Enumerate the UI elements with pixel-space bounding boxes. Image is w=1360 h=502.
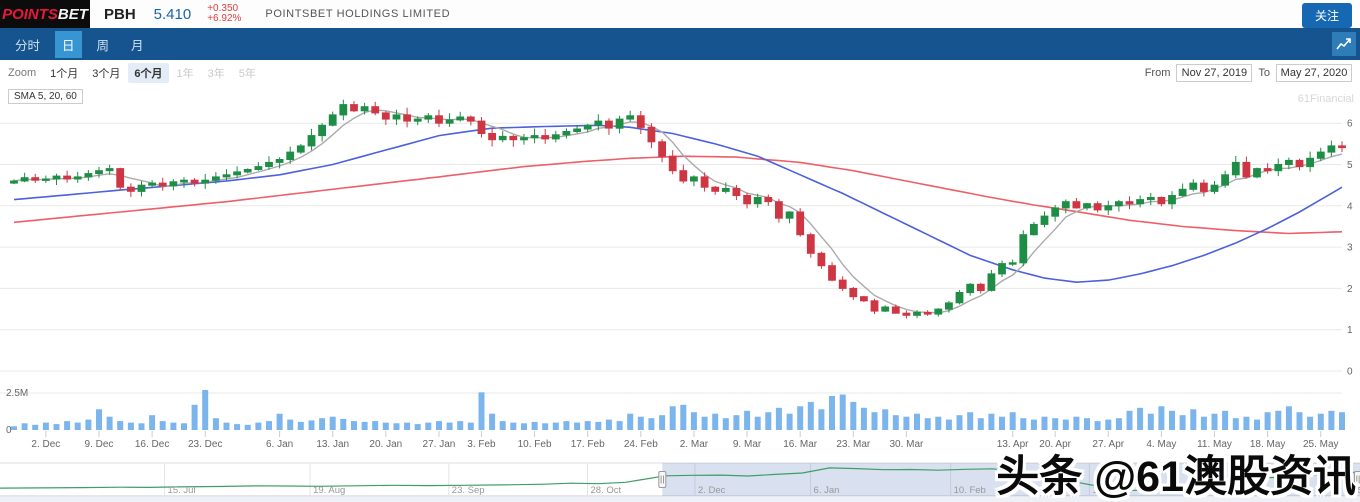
x-axis-label: 3. Feb xyxy=(467,439,496,450)
header: POINTS BET PBH 5.410 +0.350 +6.92% POINTS… xyxy=(0,0,1360,28)
change-absolute: +0.350 xyxy=(207,3,239,14)
price-chart[interactable]: SMA 5, 20, 60 61Financial 6 5 4 3 2 1 0 2.5M 0 2.… xyxy=(0,86,1360,502)
price-axis-label: 4 xyxy=(1347,201,1353,212)
x-axis-label: 10. Feb xyxy=(518,439,552,450)
navigator-series-line xyxy=(0,467,1360,492)
61financial-watermark: 61Financial xyxy=(1297,93,1354,105)
navigator-label: 28. Oct xyxy=(591,485,622,496)
navigator-label: 2. Dec xyxy=(698,485,726,496)
tab-daily[interactable]: 日 xyxy=(55,30,82,58)
range-1y-button: 1年 xyxy=(176,68,194,80)
x-axis-label: 11. May xyxy=(1197,439,1232,450)
x-axis-label: 16. Mar xyxy=(783,439,818,450)
tab-monthly[interactable]: 月 xyxy=(131,38,144,53)
from-date-input[interactable] xyxy=(1176,64,1253,82)
navigator-selected-range[interactable] xyxy=(662,463,1360,496)
last-price: 5.410 xyxy=(153,5,192,23)
x-axis-label: 24. Feb xyxy=(624,439,658,450)
x-axis-label: 4. May xyxy=(1146,439,1176,450)
navigator-label: 23. Sep xyxy=(452,485,485,496)
range-1m-button[interactable]: 1个月 xyxy=(50,68,79,80)
navigator-label: 6. Jan xyxy=(814,485,840,496)
price-axis-label: 0 xyxy=(1347,367,1353,378)
logo-bet-text: BET xyxy=(57,5,88,23)
from-label: From xyxy=(1144,67,1171,79)
x-axis-label: 9. Mar xyxy=(733,439,762,450)
range-toolbar: Zoom 1个月 3个月 6个月 1年 3年 5年 From To xyxy=(0,60,1360,86)
x-axis-label: 27. Apr xyxy=(1092,439,1124,450)
x-axis-label: 23. Mar xyxy=(836,439,871,450)
logo-points-text: POINTS xyxy=(2,5,58,23)
x-axis-label: 6. Jan xyxy=(266,439,293,450)
price-axis-label: 1 xyxy=(1347,325,1353,336)
tab-weekly[interactable]: 周 xyxy=(96,38,110,53)
sma-legend: SMA 5, 20, 60 xyxy=(8,89,83,104)
navigator-handle[interactable] xyxy=(658,471,667,488)
navigator-handle[interactable] xyxy=(1353,471,1360,488)
line-chart-icon xyxy=(1336,38,1351,50)
sma5-line xyxy=(13,109,1343,314)
range-6m-button[interactable]: 6个月 xyxy=(128,63,169,83)
x-axis-label: 20. Apr xyxy=(1039,439,1071,450)
range-3y-button: 3年 xyxy=(207,68,225,80)
price-axis-label: 2 xyxy=(1347,284,1353,295)
volume-axis-label: 2.5M xyxy=(6,388,28,399)
range-5y-button: 5年 xyxy=(238,68,256,80)
x-axis-label: 2. Dec xyxy=(31,439,60,450)
candles xyxy=(10,99,1346,319)
navigator-label: 10. Feb xyxy=(954,485,986,496)
volume-axis-label: 0 xyxy=(6,425,12,436)
zoom-label: Zoom xyxy=(8,67,37,79)
company-name: POINTSBET HOLDINGS LIMITED xyxy=(265,8,451,20)
to-date-input[interactable] xyxy=(1276,64,1352,82)
x-axis-label: 13. Apr xyxy=(997,439,1029,450)
navigator-label: 25. May xyxy=(1352,485,1360,496)
to-label: To xyxy=(1258,67,1270,79)
change-percent: +6.92% xyxy=(207,13,242,24)
navigator-label: 19. Aug xyxy=(313,485,345,496)
x-axis-label: 20. Jan xyxy=(369,439,402,450)
x-axis-label: 25. May xyxy=(1303,439,1339,450)
x-axis-label: 17. Feb xyxy=(571,439,605,450)
x-axis-label: 18. May xyxy=(1250,439,1286,450)
interval-tabbar: 分时 日 周 月 xyxy=(0,28,1360,60)
follow-button[interactable]: 关注 xyxy=(1301,3,1352,28)
price-change: +0.350 +6.92% xyxy=(207,4,241,24)
range-3m-button[interactable]: 3个月 xyxy=(92,68,121,80)
headline-watermark: 头条 @61澳股资讯 xyxy=(996,453,1356,501)
x-axis-label: 30. Mar xyxy=(889,439,924,450)
sma60-line xyxy=(13,155,1343,235)
x-axis-label: 2. Mar xyxy=(680,439,709,450)
x-axis-label: 9. Dec xyxy=(85,439,114,450)
volume-bars xyxy=(11,390,1345,430)
ticker-symbol: PBH xyxy=(104,5,136,23)
chart-type-button[interactable] xyxy=(1332,32,1356,56)
price-axis-label: 6 xyxy=(1347,119,1353,130)
pointsbet-logo: POINTS BET xyxy=(0,0,90,28)
price-axis-label: 3 xyxy=(1347,243,1353,254)
tab-intraday[interactable]: 分时 xyxy=(15,38,41,53)
x-axis-label: 13. Jan xyxy=(316,439,349,450)
chart-canvas[interactable]: 6 5 4 3 2 1 0 2.5M 0 2. Dec 9. Dec 16. Dec 23. Dec 6.… xyxy=(0,86,1360,502)
navigator-label: 16. Mar xyxy=(1092,485,1124,496)
navigator-label: 20. Apr xyxy=(1232,485,1262,496)
x-axis-label: 23. Dec xyxy=(188,439,222,450)
x-axis-label: 16. Dec xyxy=(135,439,169,450)
sma20-line xyxy=(13,124,1343,284)
x-axis-label: 27. Jan xyxy=(423,439,456,450)
navigator-label: 15. Jul xyxy=(168,485,196,496)
price-axis-label: 5 xyxy=(1347,160,1353,171)
